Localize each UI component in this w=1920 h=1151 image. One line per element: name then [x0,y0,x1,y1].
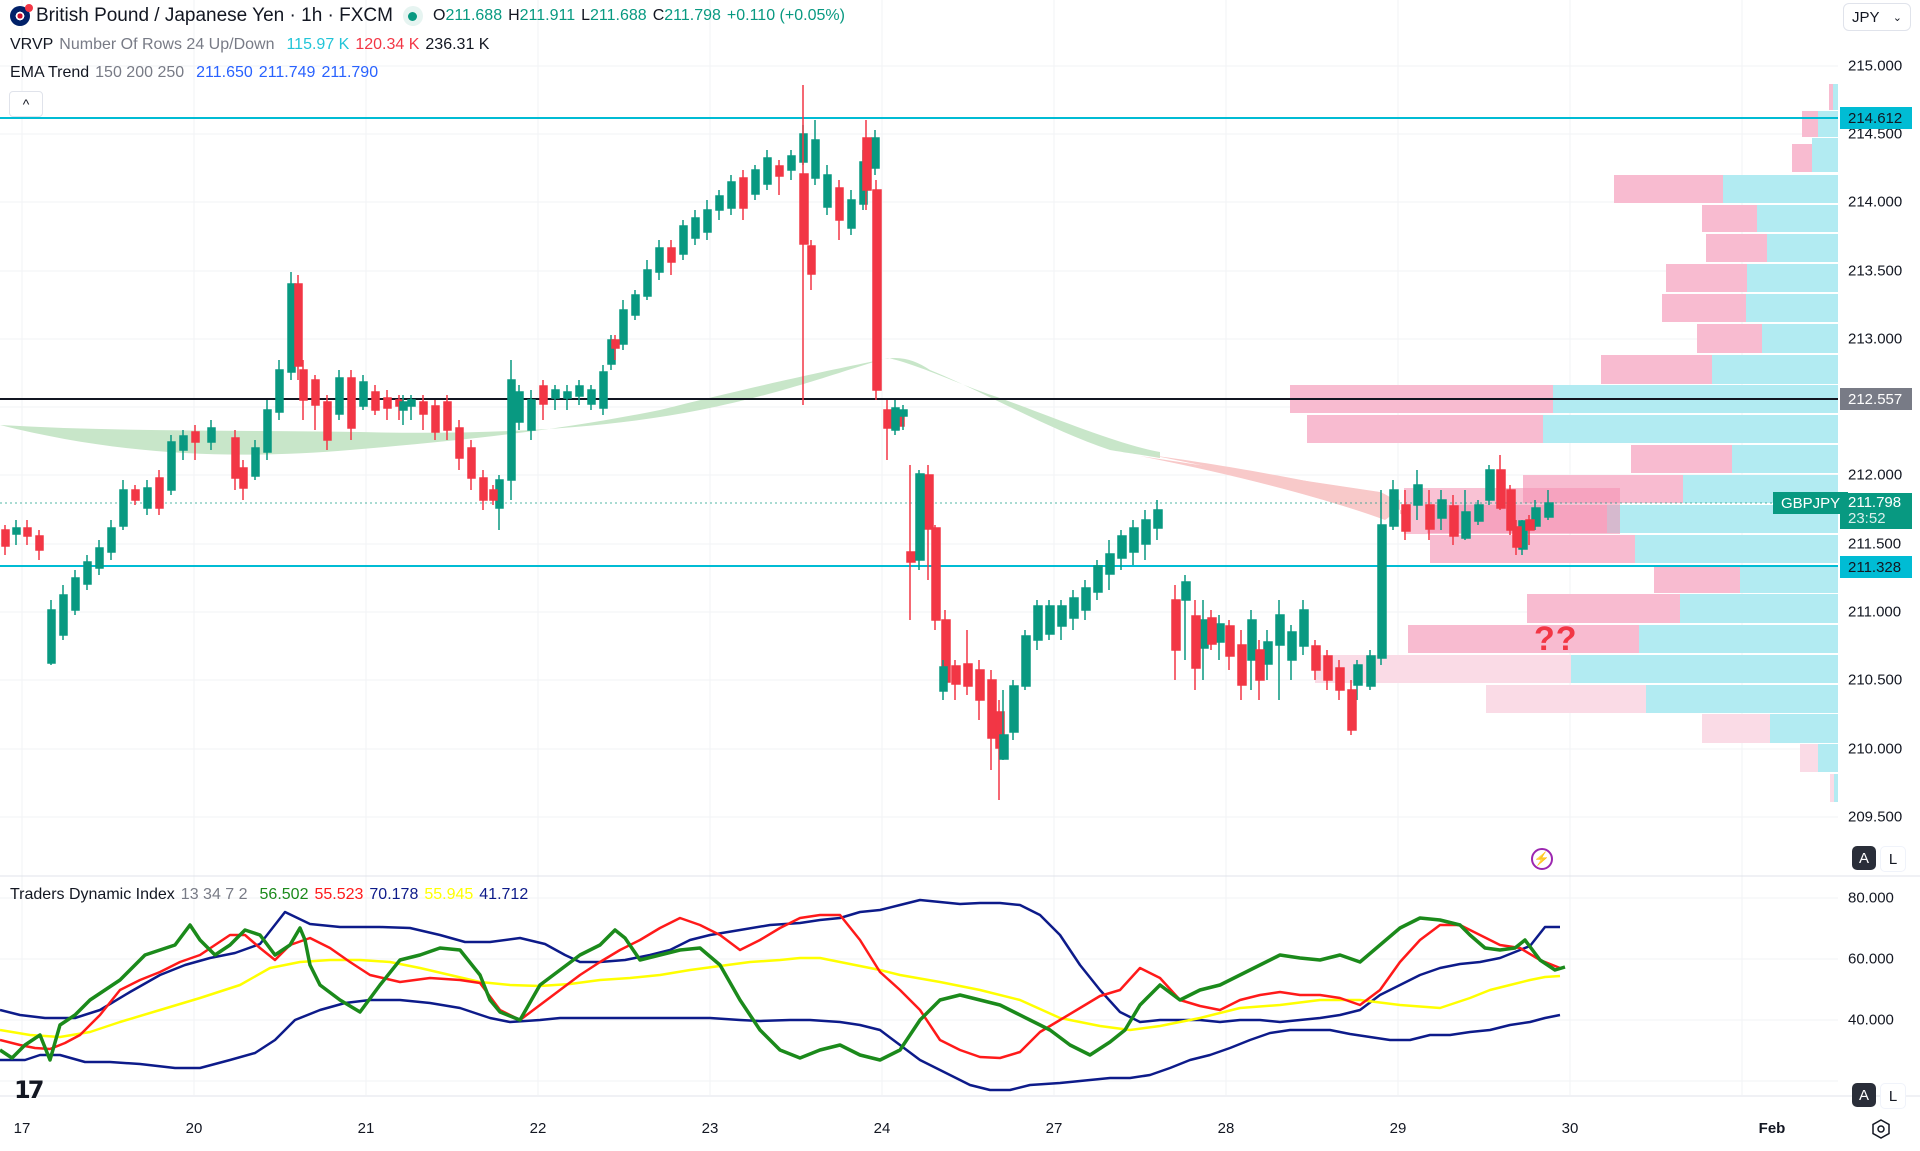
ema-150-value: 211.650 [196,64,253,81]
tdi-base-value: 55.945 [424,886,474,903]
tdi-rsi-value: 56.502 [259,886,309,903]
log-scale-button-main[interactable]: L [1880,846,1906,872]
tdi-lower-value: 41.712 [479,886,529,903]
chevron-down-icon: ⌄ [1892,11,1902,24]
candle-countdown: 23:52 [1848,510,1886,527]
ema-trend-cloud [0,358,1415,520]
tdi-signal-value: 55.523 [314,886,364,903]
main-grid [0,0,1838,1095]
current-price-tag: 211.798 23:52 [1840,493,1912,529]
low-value: 211.688 [590,7,647,24]
tdi-lines [0,898,1566,1092]
market-open-icon [402,6,423,26]
tdi-market-base [0,956,1561,1039]
open-value: 211.688 [445,7,503,24]
collapse-legend-button[interactable]: ^ [9,91,43,117]
gbp-jpy-flag-icon [10,4,33,26]
tdi-lower-band [0,998,1561,1092]
resistance-price-tag: 214.612 [1840,107,1912,129]
log-scale-button-tdi[interactable]: L [1880,1083,1906,1109]
question-annotation[interactable]: ?? [1534,620,1578,658]
symbol-title[interactable]: British Pound / Japanese Yen · 1h · FXCM [36,5,393,26]
current-price: 211.798 [1848,494,1902,511]
tdi-trade-signal [0,913,1561,1060]
chevron-up-icon: ^ [22,96,30,112]
candles [1,85,1554,800]
tdi-upper-value: 70.178 [369,886,419,903]
vrvp-up-volume: 115.97 K [286,36,350,53]
vrvp-legend[interactable]: VRVP Number Of Rows 24 Up/Down 115.97 K … [10,36,490,53]
auto-scale-button-main[interactable]: A [1852,846,1876,870]
close-value: 211.798 [664,7,721,24]
tdi-upper-band [0,898,1560,1024]
currency-select[interactable]: JPY ⌄ [1843,3,1911,31]
tdi-legend[interactable]: Traders Dynamic Index 13 34 7 2 56.502 5… [10,886,529,903]
ema-250-value: 211.790 [321,64,379,81]
change-value: +0.110 (+0.05%) [726,7,845,24]
auto-scale-button-tdi[interactable]: A [1852,1083,1876,1107]
ema-legend[interactable]: EMA Trend 150 200 250 211.650 211.749 21… [10,64,379,81]
pivot-price-tag: 212.557 [1840,388,1912,410]
lightning-icon[interactable]: ⚡ [1531,848,1553,870]
tradingview-logo-icon[interactable]: 17 [14,1076,44,1104]
symbol-tag: GBPJPY [1773,492,1849,514]
vrvp-down-volume: 120.34 K [355,36,420,53]
tdi-rsi-price [0,916,1566,1062]
support-price-tag: 211.328 [1840,556,1912,578]
vrvp-total-volume: 236.31 K [425,36,490,53]
symbol-header: British Pound / Japanese Yen · 1h · FXCM… [10,4,845,27]
chart-settings-gear-icon[interactable] [1870,1118,1892,1140]
ema-200-value: 211.749 [258,64,316,81]
volume-profile [1290,84,1838,802]
high-value: 211.911 [519,7,576,24]
